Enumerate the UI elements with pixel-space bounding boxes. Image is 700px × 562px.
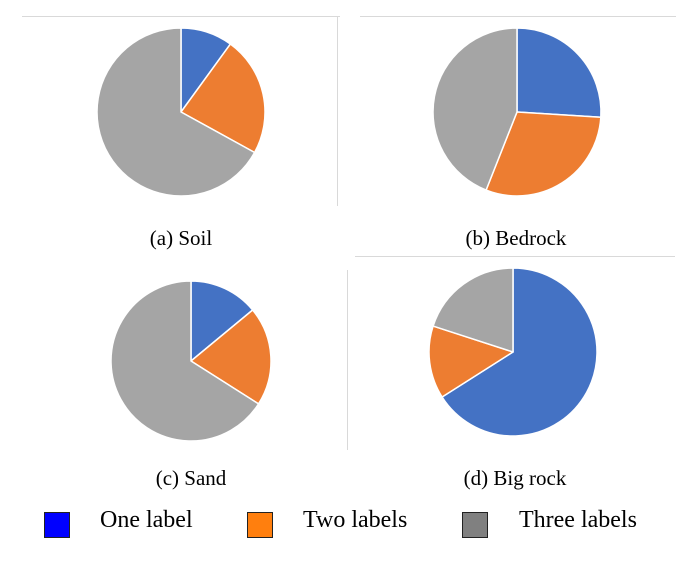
pie-slice-one-label bbox=[441, 267, 598, 437]
legend-swatch-two-labels bbox=[247, 512, 273, 538]
legend-label-one-label: One label bbox=[100, 507, 193, 533]
frame-line bbox=[360, 16, 676, 17]
pie-slice-three-labels bbox=[110, 280, 260, 442]
pie-chart-soil bbox=[96, 27, 266, 197]
pie-slice-two-labels bbox=[190, 309, 272, 405]
pie-slice-three-labels bbox=[96, 27, 256, 197]
legend-swatch-three-labels bbox=[462, 512, 488, 538]
caption-bedrock: (b) Bedrock bbox=[465, 226, 567, 250]
pie-slice-three-labels bbox=[432, 267, 514, 353]
pie-slice-one-label bbox=[190, 280, 254, 362]
pie-slice-two-labels bbox=[485, 111, 602, 197]
frame-line bbox=[347, 270, 348, 450]
caption-soil: (a) Soil bbox=[149, 226, 213, 250]
legend-label-two-labels: Two labels bbox=[303, 507, 408, 533]
legend-label-three-labels: Three labels bbox=[519, 507, 637, 533]
pie-slice-two-labels bbox=[180, 43, 266, 154]
frame-line bbox=[355, 256, 675, 257]
frame-line bbox=[337, 16, 338, 206]
pie-chart-bedrock bbox=[432, 27, 602, 197]
pie-slice-one-label bbox=[516, 27, 602, 119]
caption-sand: (c) Sand bbox=[155, 466, 227, 490]
pie-slice-three-labels bbox=[432, 27, 518, 191]
caption-big-rock: (d) Big rock bbox=[463, 466, 567, 490]
frame-line bbox=[22, 16, 340, 17]
pie-slice-two-labels bbox=[428, 325, 514, 398]
pie-chart-big-rock bbox=[428, 267, 598, 437]
pie-chart-sand bbox=[110, 280, 272, 442]
legend-swatch-one-label bbox=[44, 512, 70, 538]
